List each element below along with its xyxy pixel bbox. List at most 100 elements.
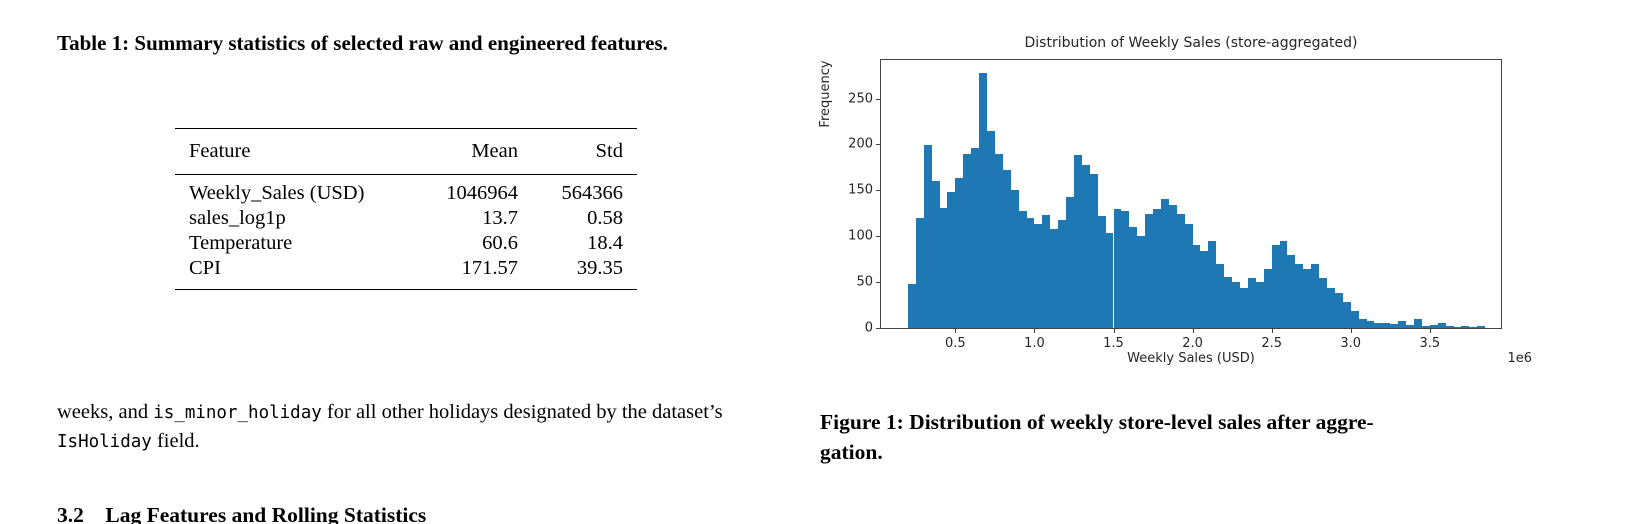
hist-bar xyxy=(1097,216,1106,328)
hist-bar xyxy=(1374,322,1383,328)
x-tick-mark xyxy=(1429,328,1431,333)
hist-bar xyxy=(1058,219,1067,328)
hist-bar xyxy=(1319,278,1328,328)
hist-bar xyxy=(1390,324,1399,328)
hist-bar xyxy=(1018,210,1027,328)
hist-bar xyxy=(1255,282,1264,328)
hist-bar xyxy=(1026,217,1035,328)
y-tick-label: 200 xyxy=(848,136,873,152)
figure-caption-line2: gation. xyxy=(820,440,883,465)
hist-bar xyxy=(1287,254,1296,328)
hist-bar xyxy=(1358,318,1367,328)
y-tick-label: 250 xyxy=(848,91,873,107)
hist-bar xyxy=(1208,240,1217,328)
y-tick-mark xyxy=(876,190,881,192)
x-tick-label: 3.5 xyxy=(1419,336,1441,351)
hist-bar xyxy=(994,153,1003,328)
col-header-mean: Mean xyxy=(471,140,518,162)
hist-bar xyxy=(1437,323,1446,328)
hist-bar xyxy=(986,130,995,328)
paragraph-text: for all other holidays designated by the… xyxy=(321,401,723,423)
table-header-row: Feature Mean Std xyxy=(175,128,637,175)
y-tick-mark xyxy=(876,236,881,238)
hist-bar xyxy=(1137,236,1146,328)
hist-bar xyxy=(1469,327,1478,328)
y-tick-mark xyxy=(876,328,881,329)
y-tick-label: 50 xyxy=(856,274,873,290)
chart-title: Distribution of Weekly Sales (store-aggr… xyxy=(1024,35,1358,51)
figure-caption-line1: Figure 1: Distribution of weekly store-l… xyxy=(820,410,1374,434)
cell-feature: Weekly_Sales (USD) xyxy=(189,182,365,204)
table-caption: Table 1: Summary statistics of selected … xyxy=(57,31,668,55)
col-header-feature: Feature xyxy=(189,140,251,162)
hist-bar xyxy=(1216,263,1225,328)
hist-bar xyxy=(1224,276,1233,328)
cell-feature: CPI xyxy=(189,257,221,279)
hist-bar xyxy=(1271,245,1280,328)
y-axis-label: Frequency xyxy=(818,60,833,128)
hist-bar xyxy=(963,153,972,328)
hist-bar xyxy=(1295,263,1304,328)
x-tick-mark xyxy=(955,328,957,333)
cell-std: 0.58 xyxy=(587,207,623,229)
hist-bar xyxy=(1192,245,1201,328)
hist-bar xyxy=(1327,287,1335,328)
hist-bar xyxy=(907,283,916,328)
hist-bar xyxy=(1176,214,1185,328)
hist-bar xyxy=(1247,278,1256,328)
cell-mean: 1046964 xyxy=(446,182,518,204)
hist-bar xyxy=(1042,215,1051,328)
hist-bar xyxy=(979,72,987,328)
body-paragraph: weeks, and is_minor_holiday for all othe… xyxy=(57,398,763,456)
hist-bar xyxy=(1232,282,1241,328)
hist-bar xyxy=(939,207,948,328)
x-tick-label: 3.0 xyxy=(1340,336,1362,351)
table-row: sales_log1p 13.7 0.58 xyxy=(175,206,637,231)
x-tick-label: 2.0 xyxy=(1182,336,1203,351)
x-tick-label: 1.5 xyxy=(1103,336,1124,351)
hist-bar xyxy=(1350,311,1359,328)
hist-bar xyxy=(1263,269,1272,328)
hist-bar xyxy=(1168,205,1177,328)
hist-bar xyxy=(1002,170,1011,328)
table-row: CPI 171.57 39.35 xyxy=(175,256,637,281)
x-tick-label: 2.5 xyxy=(1261,336,1282,351)
hist-bar xyxy=(1050,228,1059,328)
hist-bar xyxy=(1445,326,1454,328)
plot-area: 0 50 100 150 200 250 0.5 1.0 1.5 2.0 2.5 3.0 3.5 xyxy=(848,59,1502,351)
hist-bar xyxy=(1113,208,1122,328)
hist-bar xyxy=(1240,287,1248,328)
y-tick-mark xyxy=(876,98,881,100)
y-tick-mark xyxy=(876,282,881,284)
hist-bar xyxy=(1010,190,1019,328)
hist-bar xyxy=(1453,327,1462,328)
hist-bar xyxy=(931,181,940,328)
hist-bar xyxy=(955,178,964,328)
hist-bar xyxy=(923,145,932,328)
x-tick-label: 1.0 xyxy=(1024,336,1045,351)
summary-stats-table: Feature Mean Std Weekly_Sales (USD) 1046… xyxy=(175,128,637,290)
inline-code-isholiday: IsHoliday xyxy=(57,432,152,453)
hist-bar xyxy=(1160,198,1169,328)
cell-mean: 171.57 xyxy=(461,257,518,279)
table-row: Weekly_Sales (USD) 1046964 564366 xyxy=(175,181,637,206)
hist-bar xyxy=(1279,240,1288,328)
hist-bar xyxy=(1066,196,1074,328)
hist-bar xyxy=(1421,326,1430,328)
histogram-figure: Distribution of Weekly Sales (store-aggr… xyxy=(818,35,1532,375)
hist-bar xyxy=(1477,326,1486,328)
hist-bar xyxy=(1414,318,1422,328)
table-body: Weekly_Sales (USD) 1046964 564366 sales_… xyxy=(175,175,637,290)
figure-caption: Figure 1: Distribution of weekly store-l… xyxy=(820,407,1536,467)
table-row: Temperature 60.6 18.4 xyxy=(175,231,637,256)
hist-bar xyxy=(1406,325,1414,328)
x-tick-mark xyxy=(1192,328,1194,333)
hist-bar xyxy=(915,217,924,328)
axis-offset-label: 1e6 xyxy=(1507,351,1532,366)
hist-bar xyxy=(1429,325,1438,328)
hist-bar xyxy=(1200,250,1209,328)
paragraph-text: field. xyxy=(151,430,200,453)
x-tick-mark xyxy=(1350,328,1352,333)
cell-mean: 60.6 xyxy=(482,232,518,254)
